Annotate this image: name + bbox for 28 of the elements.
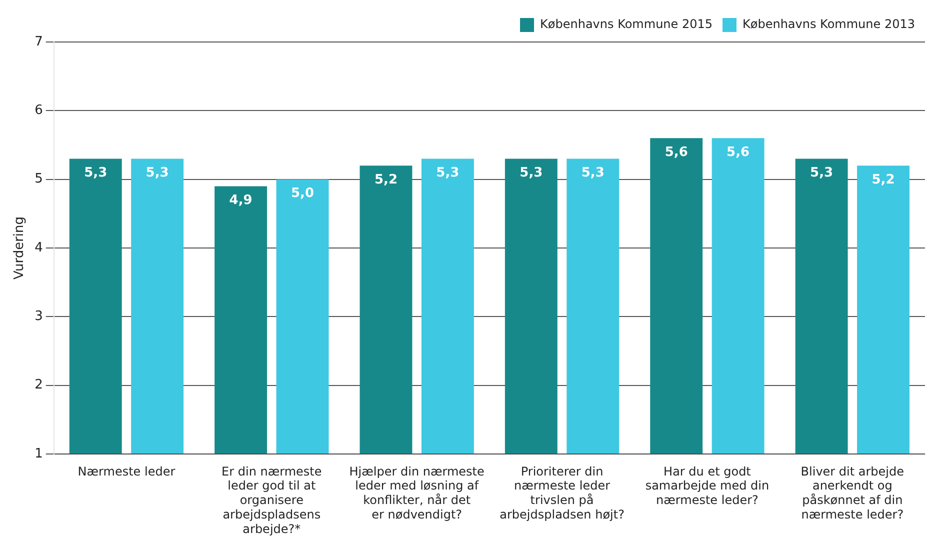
y-tick-label: 7	[34, 34, 43, 50]
legend-label: Københavns Kommune 2013	[742, 17, 916, 32]
y-axis-title: Vurdering	[12, 216, 28, 280]
x-tick-label: Nærmeste leder	[78, 464, 176, 478]
y-tick-label: 3	[34, 309, 43, 324]
legend-label: Københavns Kommune 2015	[540, 17, 713, 32]
data-label: 5,0	[290, 186, 314, 202]
y-tick-label: 4	[34, 240, 43, 256]
data-label: 5,3	[436, 166, 460, 181]
data-label: 5,2	[872, 172, 895, 188]
x-tick-label: Prioriterer din nærmeste leder trivslen på arbejdspladsen højt?	[500, 464, 624, 522]
data-label: 4,9	[229, 193, 252, 208]
x-tick-label: Bliver dit arbejde anerkendt og påskønnet af din nærmeste leder?	[800, 464, 904, 522]
y-tick-label: 6	[34, 103, 43, 118]
data-label: 5,3	[84, 166, 108, 181]
data-label: 5,2	[374, 172, 398, 188]
data-label: 5,6	[664, 145, 688, 160]
y-tick-label: 2	[34, 378, 43, 393]
data-label: 5,3	[581, 166, 604, 181]
data-label: 5,3	[520, 166, 543, 181]
x-tick-label: Har du et godt samarbejde med din nærmeste leder?	[645, 464, 770, 508]
y-tick-label: 1	[34, 446, 43, 462]
data-label: 5,3	[146, 166, 169, 181]
y-tick-label: 5	[34, 172, 43, 187]
x-tick-label: Hjælper din nærmeste leder med løsning af konflikter, når det er nødvendigt?	[349, 464, 484, 522]
data-label: 5,6	[726, 145, 750, 160]
data-label: 5,3	[810, 166, 834, 181]
x-tick-label: Er din nærmeste leder god til at organisere arbejdspladsens arbejde?*	[222, 464, 322, 536]
